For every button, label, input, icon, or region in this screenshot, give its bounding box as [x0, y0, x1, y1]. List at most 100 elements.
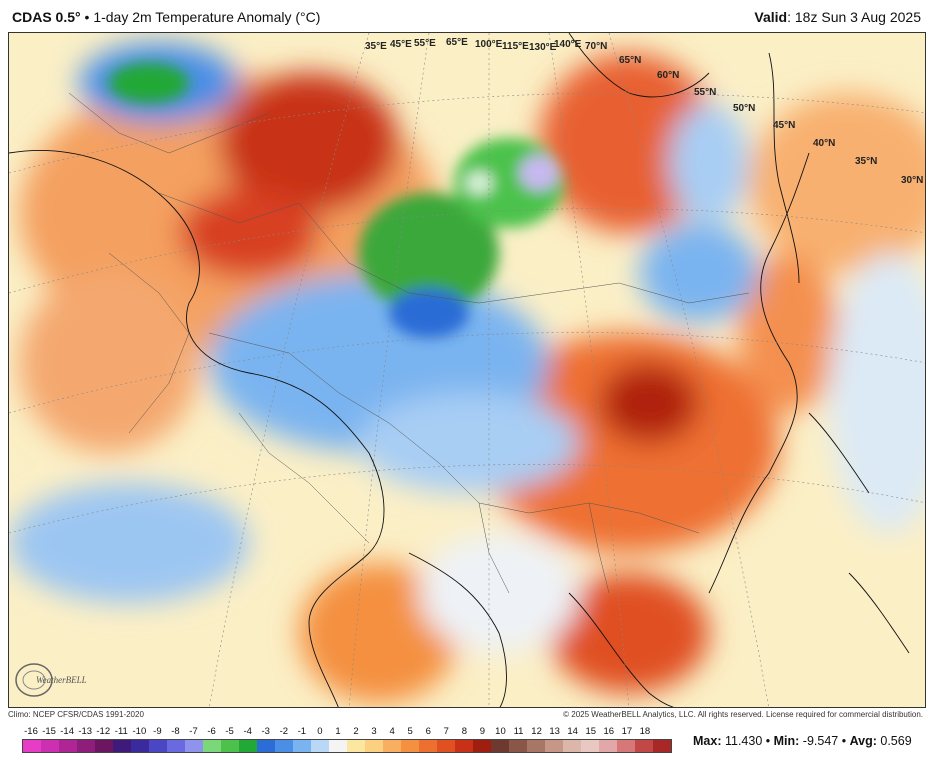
colorbar-swatch: [77, 740, 95, 752]
colorbar-tick-label: 6: [425, 726, 431, 737]
colorbar-swatch: [239, 740, 257, 752]
colorbar-swatch: [293, 740, 311, 752]
colorbar-tick-label: 4: [389, 726, 395, 737]
colorbar-swatch: [455, 740, 473, 752]
colorbar-tick-label: 17: [621, 726, 633, 737]
product-title: 1-day 2m Temperature Anomaly (°C): [93, 9, 321, 25]
anomaly-field: [9, 43, 925, 703]
colorbar-tick-label: 16: [603, 726, 615, 737]
lon-label-115e: 115°E: [502, 41, 529, 52]
colorbar-tick-label: 11: [513, 726, 524, 737]
colorbar-swatch: [527, 740, 545, 752]
lon-label-100e: 100°E: [475, 39, 503, 50]
colorbar-swatch: [545, 740, 563, 752]
colorbar-tick-label: 8: [461, 726, 468, 737]
max-label: Max:: [693, 734, 722, 748]
colorbar-swatch: [347, 740, 365, 752]
borders: [68, 92, 750, 594]
lon-label-55e: 55°E: [414, 38, 436, 49]
colorbar-tick-label: 2: [353, 726, 359, 737]
colorbar-tick-label: -5: [225, 726, 234, 737]
colorbar-swatch: [581, 740, 599, 752]
colorbar-swatch: [491, 740, 509, 752]
title-separator: •: [84, 9, 90, 25]
colorbar-swatch: [311, 740, 329, 752]
lat-label-60n: 60°N: [657, 70, 680, 81]
lat-label-70n: 70°N: [585, 41, 608, 52]
colorbar-tick-label: -7: [189, 726, 198, 737]
map-canvas: [9, 33, 925, 707]
lat-label-35n: 35°N: [855, 156, 878, 167]
colorbar-tick-label: 18: [639, 726, 651, 737]
colorbar-tick-label: -9: [153, 726, 162, 737]
copyright-note: © 2025 WeatherBELL Analytics, LLC. All r…: [563, 710, 923, 719]
colorbar-swatch: [509, 740, 527, 752]
graticule: [9, 33, 925, 707]
map-title: CDAS 0.5° • 1-day 2m Temperature Anomaly…: [12, 9, 320, 25]
colorbar-swatch: [23, 740, 41, 752]
colorbar-swatch: [437, 740, 455, 752]
anomaly-map: 35°E 45°E 55°E 65°E 100°E 115°E 130°E 14…: [8, 32, 926, 708]
colorbar-swatch: [167, 740, 185, 752]
lat-label-30n: 30°N: [901, 175, 924, 186]
colorbar-tick-label: 14: [567, 726, 578, 737]
colorbar-tick-label: -13: [78, 726, 93, 737]
lon-label-130e: 130°E: [529, 42, 557, 53]
colorbar-tick-label: 15: [585, 726, 597, 737]
colorbar-swatch: [365, 740, 383, 752]
lat-label-45n: 45°N: [773, 120, 796, 131]
colorbar-swatch: [635, 740, 653, 752]
min-value: -9.547: [802, 734, 839, 748]
colorbar-swatch: [563, 740, 581, 752]
colorbar-tick-label: -15: [42, 726, 56, 737]
colorbar-tick-label: 5: [407, 726, 413, 737]
avg-value: 0.569: [880, 734, 912, 748]
header-bar: CDAS 0.5° • 1-day 2m Temperature Anomaly…: [0, 0, 935, 32]
colorbar-tick-label: -8: [171, 726, 180, 737]
colorbar-swatch: [203, 740, 221, 752]
colorbar-tick-label: 13: [549, 726, 560, 737]
colorbar-swatch: [599, 740, 617, 752]
colorbar-swatch: [473, 740, 491, 752]
colorbar-tick-label: 7: [443, 726, 449, 737]
logo-text: WeatherBELL: [36, 675, 87, 685]
colorbar-tick-label: 1: [335, 726, 341, 737]
cold-anomaly-core: [109, 63, 564, 338]
colorbar-legend: -16 -15 -14 -13 -12 -11 -10 -9 -8 -7 -6 -5 -4 -3 -2 -1 0…: [22, 726, 672, 754]
weatherbell-logo: WeatherBELL: [14, 660, 94, 700]
colorbar-tick-label: -3: [261, 726, 270, 737]
colorbar-tick-label: -16: [24, 726, 38, 737]
lat-label-55n: 55°N: [694, 87, 717, 98]
avg-label: Avg:: [849, 734, 877, 748]
colorbar-swatch: [221, 740, 239, 752]
colorbar-tick-label: 3: [371, 726, 377, 737]
colorbar-swatch: [419, 740, 437, 752]
lat-label-40n: 40°N: [813, 138, 836, 149]
model-name: CDAS 0.5°: [12, 9, 81, 25]
logo-mark: WeatherBELL: [15, 663, 87, 697]
min-label: Min:: [773, 734, 800, 748]
colorbar-tick-label: -14: [60, 726, 74, 737]
colorbar-swatch: [131, 740, 149, 752]
colorbar-swatch: [257, 740, 275, 752]
coastlines: [9, 33, 910, 707]
colorbar-swatch: [329, 740, 347, 752]
colorbar-swatch: [617, 740, 635, 752]
colorbar-tick-label: -2: [279, 726, 289, 737]
colorbar-swatch: [401, 740, 419, 752]
colorbar-tick-label: -11: [114, 726, 128, 737]
colorbar-swatch: [95, 740, 113, 752]
lat-label-50n: 50°N: [733, 103, 756, 114]
colorbar-swatch: [41, 740, 59, 752]
lon-label-45e: 45°E: [390, 39, 412, 50]
colorbar-tick-label: 10: [495, 726, 506, 737]
colorbar-tick-label: 9: [479, 726, 486, 737]
colorbar-tick-label: -12: [96, 726, 111, 737]
colorbar-tick-label: -10: [132, 726, 147, 737]
colorbar-swatch: [185, 740, 203, 752]
valid-label: Valid: [754, 9, 788, 25]
colorbar-swatch: [275, 740, 293, 752]
colorbar-swatch: [653, 740, 671, 752]
colorbar-tick-label: -1: [297, 726, 307, 737]
colorbar-tick-label: -4: [243, 726, 252, 737]
